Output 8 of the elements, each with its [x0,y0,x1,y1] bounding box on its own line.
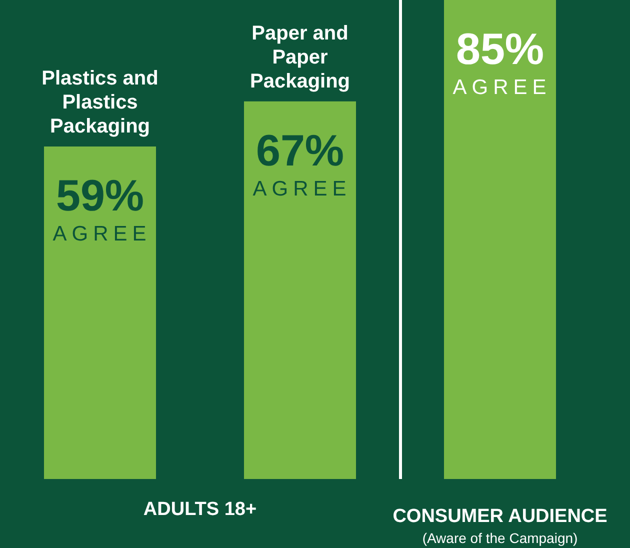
data-label: 59% AGREE [52,172,152,246]
x-tick-label: Plastics and Plastics Packaging [42,68,158,138]
x-tick-label: Paper and Paper Packaging [250,22,350,92]
data-label: 85% AGREE [452,25,552,99]
text: (Aware of the Campaign) [422,530,578,546]
data-label: 67% AGREE [252,126,352,200]
text: ADULTS 18+ [143,499,257,520]
text: CONSUMER AUDIENCE [392,506,608,527]
